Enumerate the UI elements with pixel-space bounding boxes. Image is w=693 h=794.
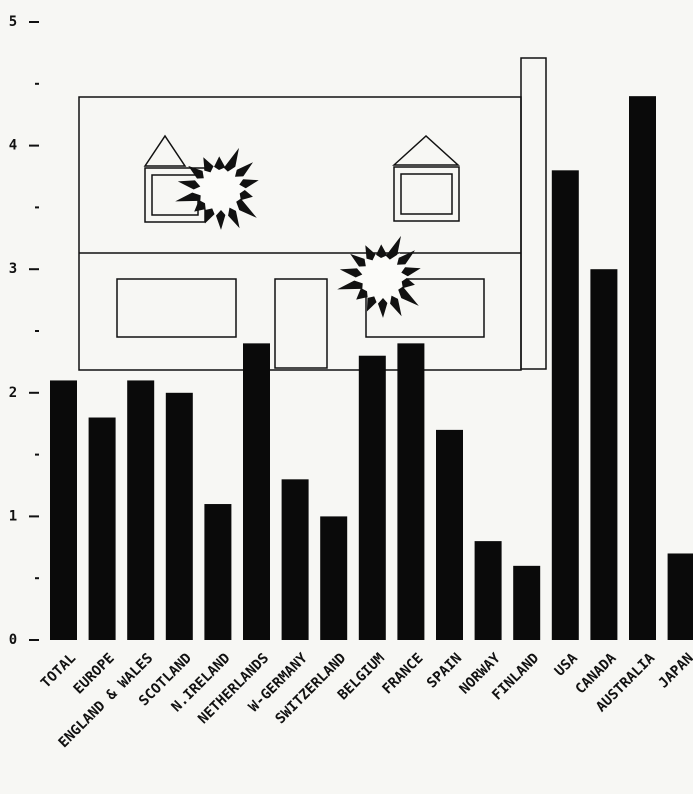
y-tick-label: 3 (9, 261, 17, 277)
bar (359, 356, 386, 640)
bar (89, 418, 116, 640)
chart: 012345TOTALEUROPEENGLAND & WALESSCOTLAND… (0, 0, 693, 794)
y-tick-label: 2 (9, 385, 17, 401)
y-tick-label: 5 (9, 14, 17, 30)
y-tick-label: 1 (9, 508, 17, 524)
x-tick-label: USA (552, 650, 582, 680)
bar (436, 430, 463, 640)
window (117, 279, 236, 337)
bar (590, 269, 617, 640)
bar (629, 96, 656, 640)
bar (50, 380, 77, 640)
bar (127, 380, 154, 640)
window (394, 167, 459, 221)
window-pane (401, 174, 452, 214)
bar (166, 393, 193, 640)
page: {"chart_data": {"type": "bar", "categori… (0, 0, 693, 794)
house-wall (79, 97, 521, 370)
bar (320, 516, 347, 640)
bar (668, 553, 693, 640)
y-tick-label: 4 (9, 138, 17, 154)
bar (282, 479, 309, 640)
door (275, 279, 327, 368)
bar (204, 504, 231, 640)
house-chimney (521, 58, 546, 369)
bar (397, 343, 424, 640)
y-tick-label: 0 (9, 632, 17, 648)
x-tick-label: JAPAN (656, 650, 693, 691)
bar (243, 343, 270, 640)
bar (475, 541, 502, 640)
x-tick-label: FRANCE (379, 650, 426, 697)
window-roof (145, 136, 185, 166)
bar (552, 170, 579, 640)
house-drawing (79, 58, 546, 370)
window-roof (394, 136, 458, 165)
bar (513, 566, 540, 640)
splats (175, 148, 421, 318)
